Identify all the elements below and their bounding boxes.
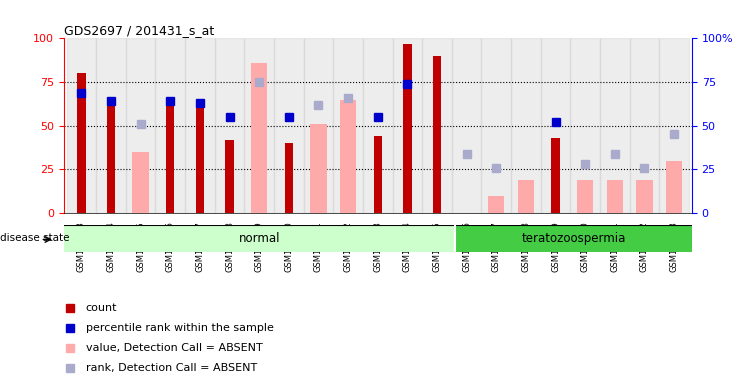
Bar	[363, 38, 393, 213]
Bar	[666, 161, 682, 213]
Bar	[132, 152, 149, 213]
Bar	[225, 140, 233, 213]
Bar	[630, 38, 659, 213]
Bar	[571, 38, 600, 213]
Text: disease state: disease state	[0, 233, 73, 243]
Bar	[659, 38, 689, 213]
Bar	[251, 63, 267, 213]
Bar	[607, 180, 623, 213]
Bar	[403, 44, 411, 213]
Bar	[455, 225, 692, 252]
Bar	[185, 38, 215, 213]
Bar	[482, 38, 511, 213]
Text: value, Detection Call = ABSENT: value, Detection Call = ABSENT	[85, 343, 263, 353]
Bar	[637, 180, 652, 213]
Bar	[433, 56, 441, 213]
Bar	[310, 124, 327, 213]
Bar	[245, 38, 274, 213]
Bar	[304, 38, 334, 213]
Bar	[156, 38, 185, 213]
Bar	[600, 38, 630, 213]
Bar	[541, 38, 571, 213]
Text: percentile rank within the sample: percentile rank within the sample	[85, 323, 274, 333]
Text: GDS2697 / 201431_s_at: GDS2697 / 201431_s_at	[64, 24, 214, 37]
Bar	[334, 38, 363, 213]
Text: teratozoospermia: teratozoospermia	[521, 232, 625, 245]
Bar	[107, 105, 115, 213]
Bar	[577, 180, 593, 213]
Bar	[340, 99, 356, 213]
Bar	[518, 180, 534, 213]
Bar	[215, 38, 245, 213]
Bar	[285, 143, 293, 213]
Bar	[64, 225, 455, 252]
Text: normal: normal	[239, 232, 280, 245]
Bar	[551, 138, 560, 213]
Bar	[166, 103, 174, 213]
Bar	[373, 136, 382, 213]
Bar	[77, 73, 85, 213]
Bar	[452, 38, 482, 213]
Bar	[96, 38, 126, 213]
Bar	[67, 38, 96, 213]
Text: count: count	[85, 303, 117, 313]
Bar	[488, 196, 504, 213]
Bar	[274, 38, 304, 213]
Bar	[422, 38, 452, 213]
Bar	[196, 103, 204, 213]
Bar	[393, 38, 422, 213]
Text: rank, Detection Call = ABSENT: rank, Detection Call = ABSENT	[85, 363, 257, 373]
Bar	[126, 38, 156, 213]
Bar	[511, 38, 541, 213]
